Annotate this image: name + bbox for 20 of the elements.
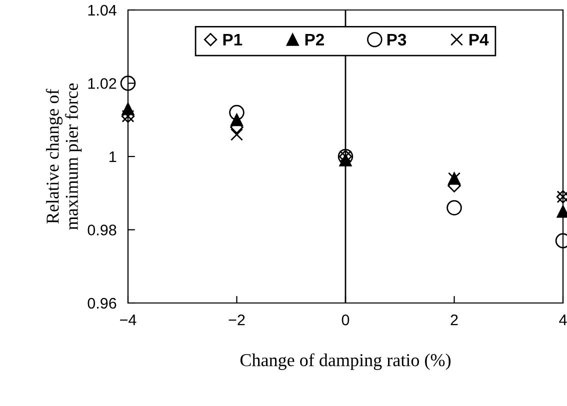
point <box>229 104 244 120</box>
y-tick-label: 0.96 <box>88 298 116 309</box>
y-axis-title: Relative change of maximum pier force <box>46 83 82 230</box>
legend-label: P3 <box>387 34 406 46</box>
y-tick-label: 1.04 <box>88 4 116 16</box>
legend-label: P2 <box>305 34 324 46</box>
legend-label: P1 <box>223 34 242 46</box>
x-tick-label: 2 <box>450 314 458 326</box>
y-tick-label: 0.98 <box>88 224 116 236</box>
legend-label: P4 <box>470 34 489 46</box>
x-tick-label: 0 <box>342 314 350 326</box>
y-tick-label: 1.02 <box>88 78 116 89</box>
point <box>230 128 243 141</box>
y-tick-label: 1 <box>110 152 116 162</box>
point <box>446 200 462 216</box>
point <box>120 76 136 91</box>
x-tick-label: −2 <box>228 314 245 326</box>
x-axis-title: Change of damping ratio (%) <box>240 353 450 370</box>
x-tick-label: −4 <box>120 314 136 326</box>
x-tick-label: 4 <box>559 314 567 326</box>
